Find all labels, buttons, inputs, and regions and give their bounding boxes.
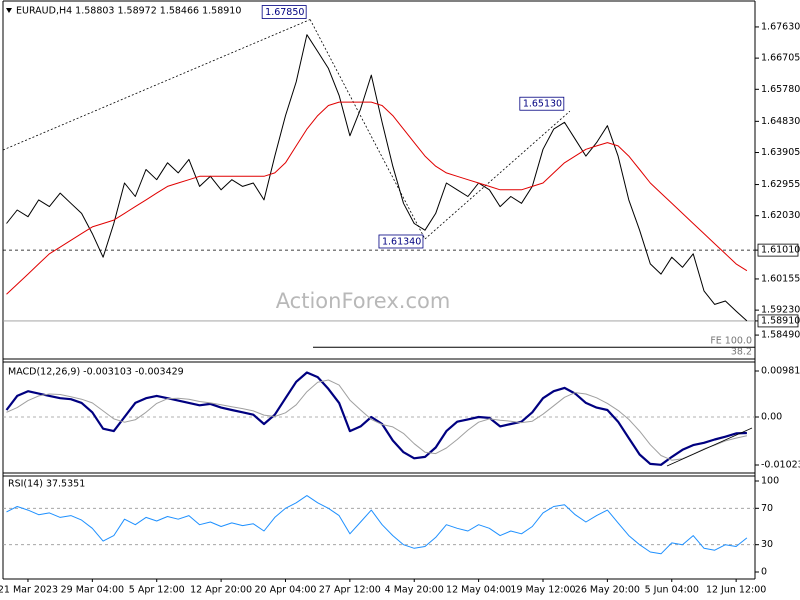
x-tick-label: 26 May 20:00 — [575, 585, 640, 596]
y-tick-label: 0.00981 — [761, 366, 800, 377]
x-tick-label: 5 Jun 04:00 — [645, 585, 699, 596]
chart-title: EURAUD,H4 1.58803 1.58972 1.58466 1.5891… — [16, 6, 241, 17]
x-tick-label: 29 Mar 04:00 — [61, 585, 124, 596]
x-tick-label: 4 May 20:00 — [385, 585, 444, 596]
trend-line — [666, 427, 753, 467]
series-line — [6, 379, 748, 461]
y-tick-label: 30 — [761, 539, 773, 550]
menu-arrow — [6, 8, 12, 13]
y-tick-label: 1.62955 — [761, 179, 800, 190]
x-tick-label: 5 Apr 12:00 — [129, 585, 185, 596]
annotation-label: 1.67850 — [265, 7, 304, 18]
fe-label: 38.2 — [731, 347, 752, 358]
y-tick-label: 0.00 — [761, 412, 782, 423]
watermark: ActionForex.com — [276, 289, 451, 313]
x-tick-label: 27 Apr 12:00 — [319, 585, 381, 596]
series-line — [6, 101, 748, 295]
y-tick-label: -0.010235 — [761, 460, 800, 471]
fe-label: FE 100.0 — [710, 336, 752, 347]
series-line — [6, 34, 748, 322]
annotation-box — [378, 234, 424, 249]
y-tick-label: 1.58490 — [761, 330, 800, 341]
y-tick-label: 0 — [761, 566, 767, 577]
annotation-box — [519, 96, 565, 111]
x-tick-label: 12 May 04:00 — [446, 585, 511, 596]
x-tick-label: 12 Apr 20:00 — [190, 585, 252, 596]
y-tick-label: 70 — [761, 503, 773, 514]
y-tick-label: 1.63905 — [761, 147, 800, 158]
y-tick-label: 1.62030 — [761, 210, 800, 221]
trend-line — [309, 19, 426, 240]
series-line — [5, 371, 747, 466]
annotation-box — [261, 5, 307, 19]
annotation-label: 1.65130 — [523, 99, 562, 110]
x-tick-label: 19 May 12:00 — [510, 585, 575, 596]
price-box — [757, 243, 799, 257]
y-tick-label: 1.61010 — [761, 245, 800, 256]
y-tick-label: 1.58910 — [761, 315, 800, 326]
y-tick-label: 1.67630 — [761, 21, 800, 32]
panel-title: RSI(14) 37.5351 — [8, 479, 85, 490]
y-tick-label: 1.60155 — [761, 273, 800, 284]
x-tick-label: 21 Mar 2023 — [0, 585, 58, 596]
y-tick-label: 1.64830 — [761, 116, 800, 127]
y-tick-label: 1.65780 — [761, 84, 800, 95]
y-tick-label: 1.66705 — [761, 53, 800, 64]
series-line — [6, 495, 748, 555]
trend-line — [424, 110, 571, 240]
x-tick-label: 20 Apr 04:00 — [255, 585, 317, 596]
y-tick-label: 1.59230 — [761, 305, 800, 316]
y-tick-label: 100 — [761, 476, 779, 487]
price-box — [757, 314, 799, 328]
panel-title: MACD(12,26,9) -0.003103 -0.003429 — [8, 367, 184, 378]
x-tick-label: 12 Jun 12:00 — [706, 585, 766, 596]
annotation-label: 1.61340 — [382, 236, 421, 247]
